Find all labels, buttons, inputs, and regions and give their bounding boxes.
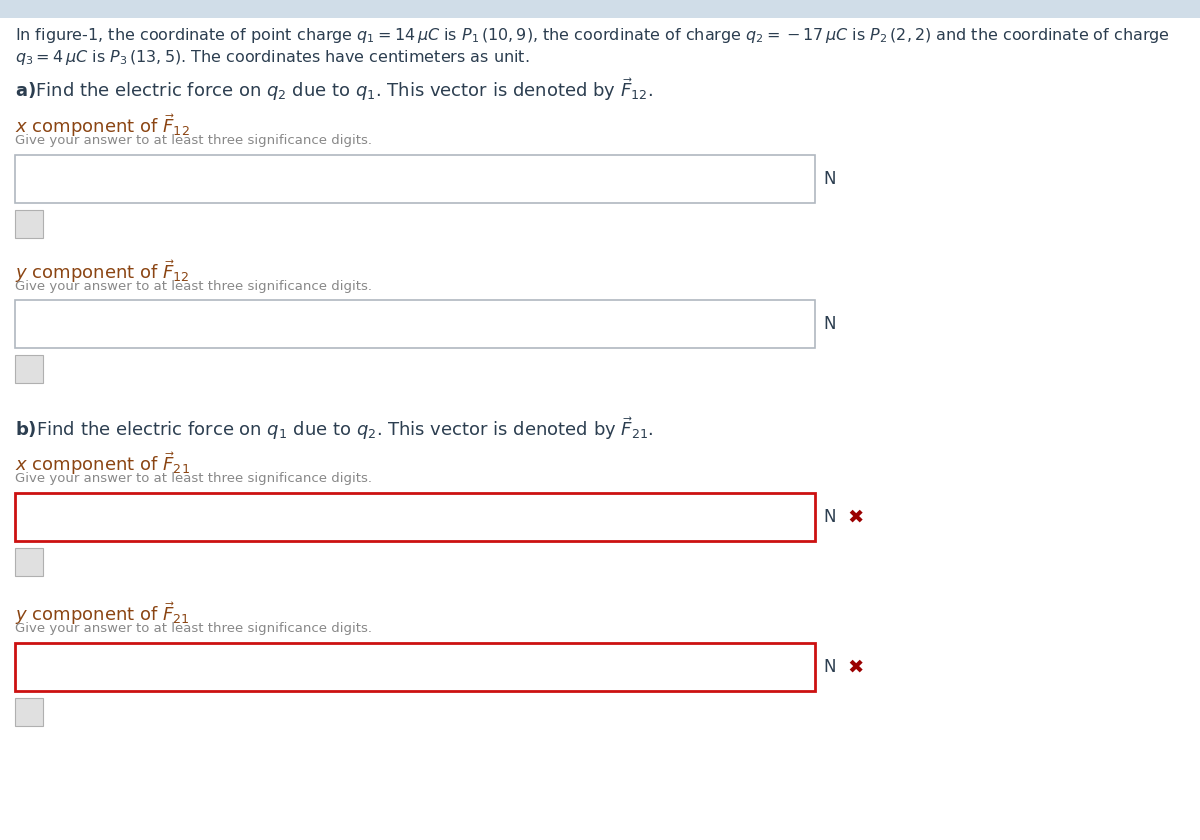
Text: $\mathbf{b)}$Find the electric force on $q_1$ due to $q_2$. This vector is denot: $\mathbf{b)}$Find the electric force on …: [14, 415, 654, 442]
Bar: [14, 355, 43, 383]
Text: Give your answer to at least three significance digits.: Give your answer to at least three signi…: [14, 280, 372, 293]
Text: N: N: [823, 658, 835, 676]
Text: Give your answer to at least three significance digits.: Give your answer to at least three signi…: [14, 472, 372, 485]
Bar: [0, 0, 1200, 18]
Text: ✖: ✖: [847, 658, 863, 676]
Bar: [14, 155, 815, 203]
Bar: [14, 643, 815, 691]
Bar: [14, 698, 43, 726]
Text: $q_3 = 4\,\mu C$ is $P_3\,(13, 5)$. The coordinates have centimeters as unit.: $q_3 = 4\,\mu C$ is $P_3\,(13, 5)$. The …: [14, 48, 529, 67]
Bar: [14, 210, 43, 238]
Text: N: N: [823, 508, 835, 526]
Text: ✖: ✖: [847, 507, 863, 527]
Bar: [14, 493, 815, 541]
Text: N: N: [823, 315, 835, 333]
Text: $x$ component of $\vec{F}_{21}$: $x$ component of $\vec{F}_{21}$: [14, 450, 190, 477]
Text: In figure-1, the coordinate of point charge $q_1 = 14\,\mu C$ is $P_1\,(10, 9)$,: In figure-1, the coordinate of point cha…: [14, 26, 1170, 45]
Text: Give your answer to at least three significance digits.: Give your answer to at least three signi…: [14, 134, 372, 147]
Text: Give your answer to at least three significance digits.: Give your answer to at least three signi…: [14, 622, 372, 635]
Bar: [14, 548, 43, 576]
Text: $x$ component of $\vec{F}_{12}$: $x$ component of $\vec{F}_{12}$: [14, 112, 190, 139]
Text: $\mathbf{a)}$Find the electric force on $q_2$ due to $q_1$. This vector is denot: $\mathbf{a)}$Find the electric force on …: [14, 76, 653, 102]
Bar: [14, 300, 815, 348]
Text: $y$ component of $\vec{F}_{12}$: $y$ component of $\vec{F}_{12}$: [14, 258, 190, 285]
Text: N: N: [823, 170, 835, 188]
Text: $y$ component of $\vec{F}_{21}$: $y$ component of $\vec{F}_{21}$: [14, 600, 190, 627]
